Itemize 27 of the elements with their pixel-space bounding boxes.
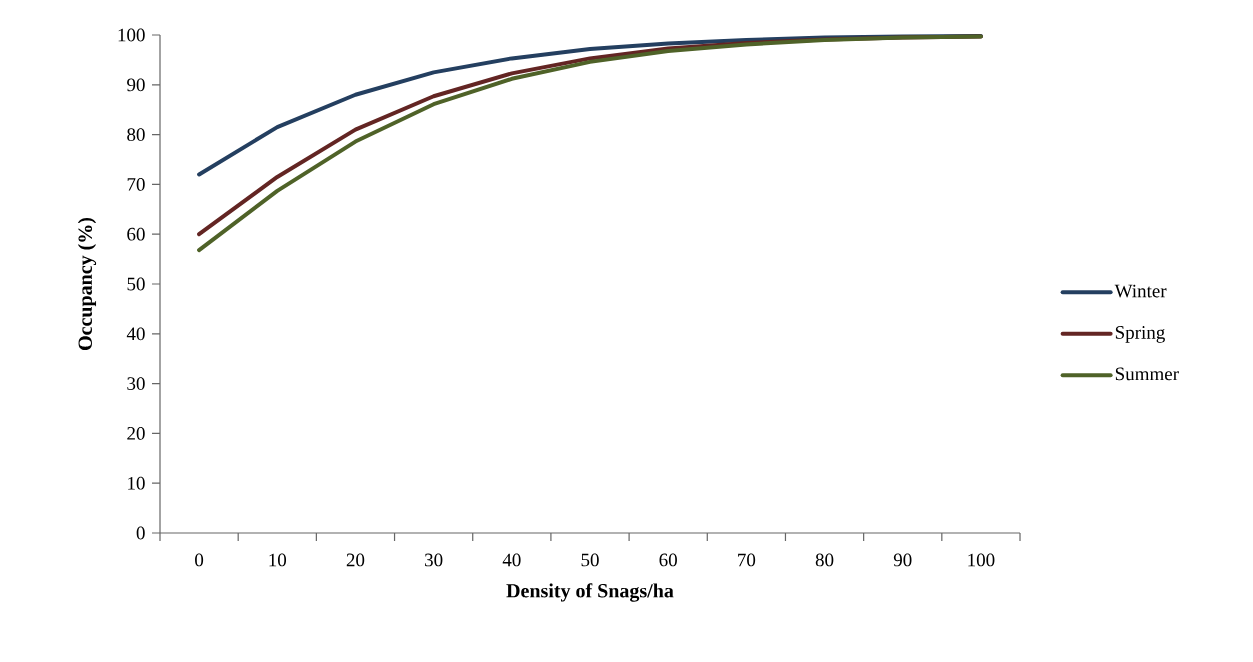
x-tick-label: 20 [346, 553, 365, 567]
y-tick-label: 50 [127, 277, 145, 291]
x-tick-label: 0 [195, 553, 204, 567]
x-tick-label: 90 [893, 553, 912, 567]
y-tick-label: 0 [136, 526, 145, 540]
y-tick-label: 100 [118, 28, 145, 42]
y-tick-label: 30 [127, 377, 145, 391]
y-tick-label: 10 [128, 476, 145, 490]
x-tick-label: 10 [269, 553, 287, 567]
x-tick-label: 50 [581, 553, 599, 567]
y-tick-label: 80 [127, 128, 145, 142]
x-axis-title: Density of Snags/ha [506, 583, 674, 602]
legend-label: Spring [1115, 326, 1165, 343]
y-axis-title: Occupancy (%) [77, 217, 97, 350]
x-tick-label: 80 [815, 553, 834, 567]
x-tick-label: 60 [659, 553, 677, 567]
x-tick-label: 70 [738, 553, 756, 567]
y-tick-label: 90 [127, 78, 145, 92]
y-tick-label: 70 [127, 178, 145, 191]
y-tick-label: 40 [126, 327, 145, 341]
x-tick-label: 40 [502, 553, 521, 567]
y-tick-label: 20 [127, 427, 145, 440]
legend-label: Winter [1114, 284, 1167, 298]
x-tick-label: 30 [425, 553, 443, 567]
x-tick-label: 100 [968, 553, 995, 567]
legend-label: Summer [1115, 367, 1179, 381]
y-tick-label: 60 [127, 227, 145, 241]
